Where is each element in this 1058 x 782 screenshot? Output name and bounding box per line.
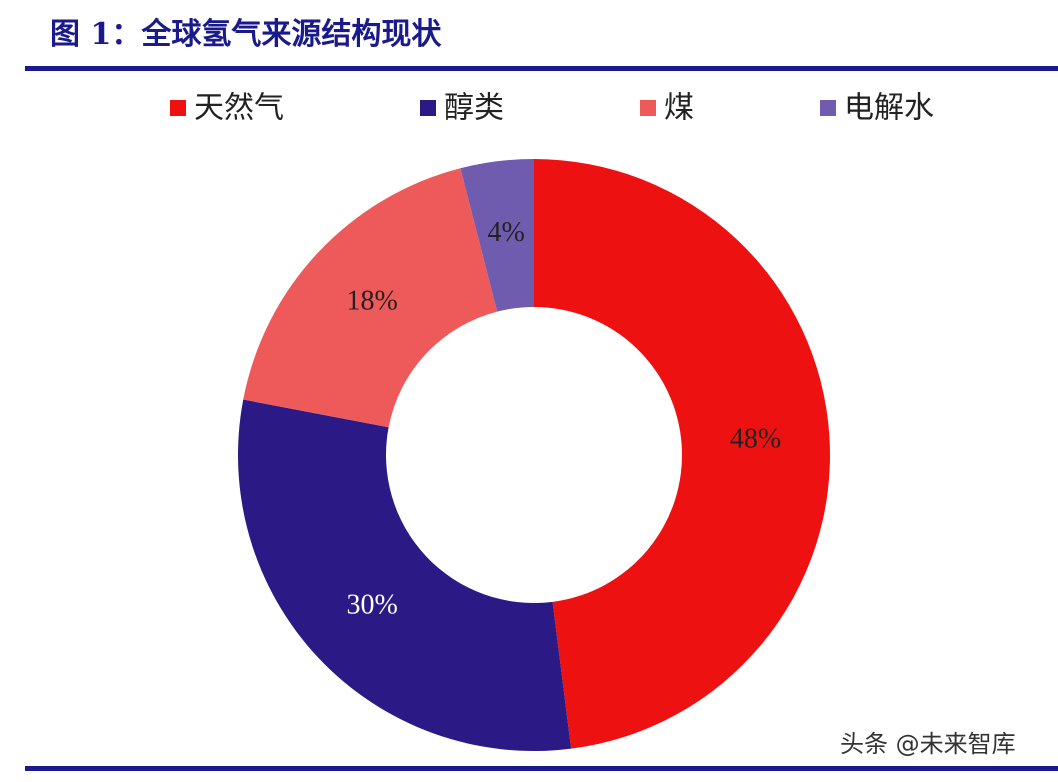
legend-swatch	[640, 100, 656, 116]
legend-label: 电解水	[844, 91, 934, 126]
pie-slice	[237, 399, 572, 751]
data-label: 30%	[347, 589, 398, 620]
pie-slice	[534, 159, 831, 749]
title-rule	[25, 66, 1058, 71]
data-label: 4%	[488, 217, 525, 248]
watermark: 头条 @未来智库	[840, 730, 1016, 758]
legend-swatch	[820, 100, 836, 116]
pie-slice	[460, 159, 534, 312]
data-label: 18%	[347, 285, 398, 316]
chart-title: 图 1：全球氢气来源结构现状	[50, 17, 442, 52]
legend-swatch	[420, 100, 436, 116]
legend-swatch	[170, 100, 186, 116]
legend-label: 天然气	[194, 91, 284, 126]
data-label: 48%	[730, 423, 781, 454]
legend-label: 醇类	[444, 91, 504, 126]
legend-label: 煤	[664, 91, 694, 126]
bottom-rule	[25, 766, 1058, 771]
pie-slice	[243, 168, 498, 428]
